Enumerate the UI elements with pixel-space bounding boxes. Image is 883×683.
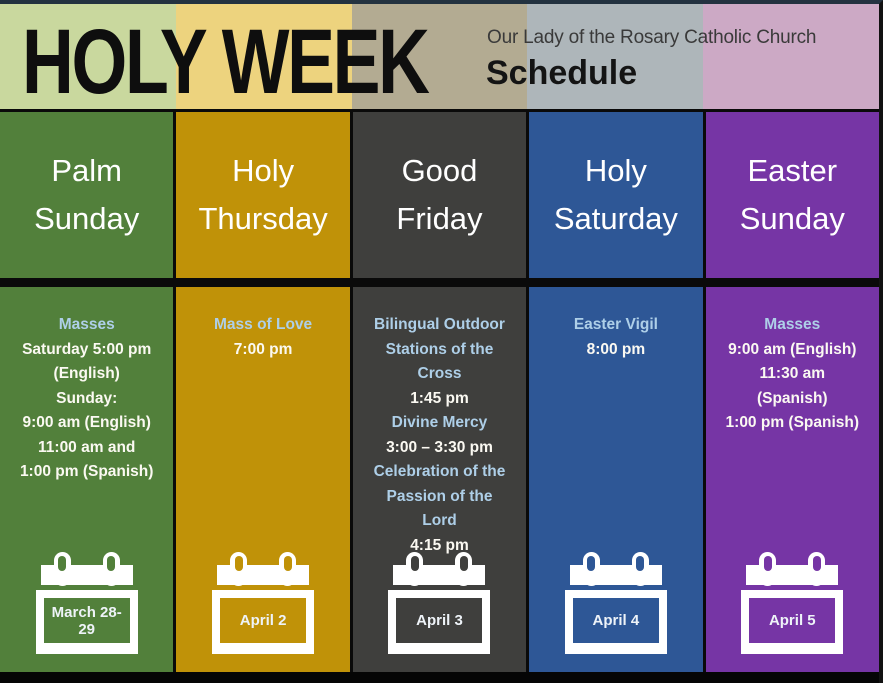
schedule-row: Masses Saturday 5:00 pm (English) Sunday… [0,287,879,672]
day-name-line: Sunday [739,201,845,236]
column-body-holy-saturday: Easter Vigil 8:00 pm April 4 [529,287,703,672]
header-separator [0,109,879,112]
schedule-heading: Divine Mercy [391,414,488,431]
bottom-border [0,672,879,683]
schedule-line: 7:00 pm [233,340,293,358]
calendar-icon: March 28-29 [35,552,138,654]
schedule-heading: Masses [764,316,821,333]
header-band-good-friday [351,4,528,109]
flyer-subtitle: Schedule [486,54,638,92]
schedule-line: 8:00 pm [586,340,646,358]
calendar-icon: April 2 [212,552,315,654]
schedule-line: 1:00 pm (Spanish) [725,414,860,431]
column-body-easter-sunday: Masses 9:00 am (English) 11:30 am (Spani… [705,287,879,672]
header-band-holy-thursday [175,4,352,109]
header-band-holy-saturday [527,4,704,109]
day-name-line: Palm [51,153,123,188]
calendar-ring-icon [102,552,120,586]
header-band-palm-sunday [0,4,176,109]
calendar-body: April 4 [564,590,667,654]
calendar-ring-icon [582,552,600,586]
calendar-date: April 2 [239,612,287,629]
schedule-line: 11:30 am [759,365,826,382]
schedule-line: 3:00 – 3:30 pm [386,438,493,456]
schedule-heading: Lord [422,512,457,529]
calendar-icon: April 5 [741,552,844,654]
schedule-heading: Bilingual Outdoor [374,316,505,333]
calendar-date: April 3 [416,612,463,629]
schedule-heading: Cross [417,365,462,382]
day-header-row: Palm Sunday Holy Thursday Good Friday Ho… [0,112,879,278]
day-header-easter-sunday: Easter Sunday [705,112,879,278]
calendar-top-bar [569,552,662,586]
day-name-line: Holy [232,153,295,188]
schedule-heading: Passion of the [386,487,493,505]
calendar-ring-icon [631,552,649,586]
flyer-title: HOLY WEEK [22,11,430,113]
calendar-ring-icon [53,552,71,586]
calendar-ring-icon [455,552,473,586]
day-header-holy-thursday: Holy Thursday [176,112,350,278]
calendar-ring-icon [759,552,777,586]
calendar-date: April 5 [768,612,816,629]
schedule-line: 9:00 am (English) [22,414,151,431]
calendar-top-bar [40,552,133,586]
day-name-line: Thursday [198,201,328,236]
header-band-easter-sunday [703,4,879,109]
calendar-top-bar [746,552,839,586]
schedule-heading: Masses [58,316,115,333]
flyer-header: HOLY WEEK Our Lady of the Rosary Catholi… [0,4,879,113]
day-name-line: Sunday [34,201,140,236]
schedule-line: Saturday 5:00 pm [22,340,152,358]
schedule-line: 1:00 pm (Spanish) [19,463,154,480]
calendar-ring-icon [279,552,297,586]
schedule-heading: Celebration of the [373,463,506,480]
day-header-holy-saturday: Holy Saturday [529,112,703,278]
schedule-line: 9:00 am (English) [728,340,857,358]
column-body-holy-thursday: Mass of Love 7:00 pm April 2 [176,287,350,672]
schedule-line: (Spanish) [756,389,828,407]
calendar-body: March 28-29 [35,590,138,654]
schedule-heading: Easter Vigil [573,316,658,333]
day-header-palm-sunday: Palm Sunday [0,112,174,278]
column-body-good-friday: Bilingual Outdoor Stations of the Cross … [352,287,527,672]
day-header-good-friday: Good Friday [352,112,527,278]
calendar-ring-icon [406,552,424,586]
schedule-line: Sunday: [56,389,118,407]
day-name-line: Good [401,153,478,188]
day-name-line: Friday [396,201,483,236]
calendar-top-bar [217,552,310,586]
day-name-line: Holy [584,153,647,188]
schedule-line: 1:45 pm [410,389,469,407]
schedule-line: (English) [53,365,120,382]
calendar-body: April 2 [212,590,315,654]
schedule-heading: Mass of Love [213,316,313,333]
calendar-body: April 5 [741,590,844,654]
calendar-icon: April 4 [564,552,667,654]
calendar-ring-icon [808,552,826,586]
calendar-top-bar [393,552,486,586]
church-name: Our Lady of the Rosary Catholic Church [487,27,817,48]
column-body-palm-sunday: Masses Saturday 5:00 pm (English) Sunday… [0,287,174,672]
calendar-ring-icon [230,552,248,586]
calendar-date: March 28-29 [51,603,122,638]
schedule-heading: Stations of the [385,340,494,358]
schedule-line: 11:00 am and [38,438,136,456]
thick-separator [0,278,879,287]
calendar-date: April 4 [592,612,640,629]
schedule-line: 4:15 pm [410,536,469,554]
day-name-line: Easter [747,153,838,188]
calendar-icon: April 3 [388,552,491,654]
day-name-line: Saturday [553,201,678,236]
calendar-body: April 3 [388,590,491,654]
